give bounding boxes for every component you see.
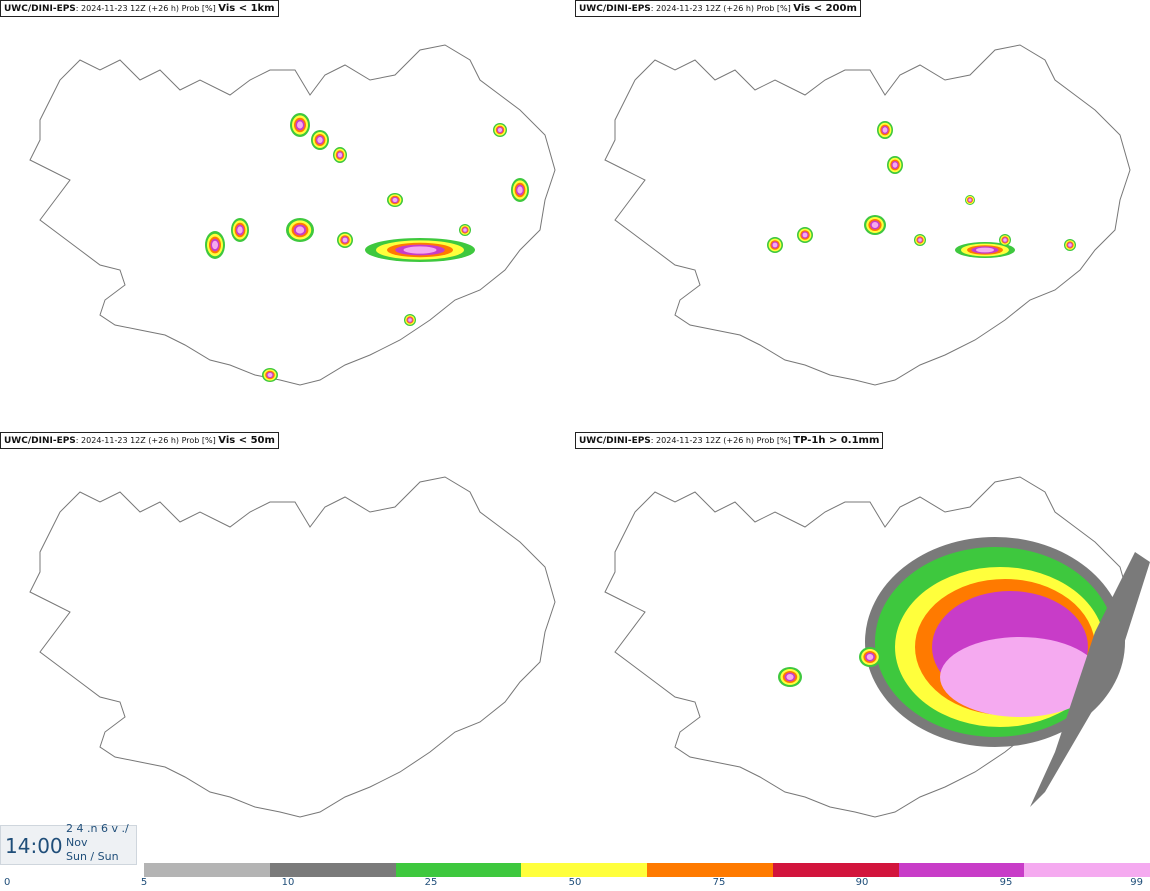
valid-date-line1: 2 4 .n 6 v ./ xyxy=(66,822,129,835)
precip-area xyxy=(865,537,1125,747)
iceland-map xyxy=(604,476,1150,818)
panel-title: UWC/DINI-EPS: 2024-11-23 12Z (+26 h) Pro… xyxy=(0,0,279,17)
colorbar-segment xyxy=(1024,863,1150,877)
valid-time-box: 14:00 2 4 .n 6 v ./ Nov Sun / Sun xyxy=(0,822,137,865)
probability-area xyxy=(333,147,347,163)
probability-area xyxy=(290,113,310,137)
probability-area xyxy=(231,218,249,242)
panel-source: UWC/DINI-EPS xyxy=(579,4,651,14)
colorbar-segment xyxy=(898,863,1025,877)
colorbar-segment xyxy=(395,863,522,877)
probability-area xyxy=(914,234,926,246)
panel-title: UWC/DINI-EPS: 2024-11-23 12Z (+26 h) Pro… xyxy=(575,432,884,449)
panel-meta: 2024-11-23 12Z (+26 h) Prob [%] xyxy=(656,436,791,445)
probability-area xyxy=(205,231,225,259)
colorbar-segment xyxy=(772,863,899,877)
colorbar-segment xyxy=(521,863,647,877)
valid-time: 14:00 xyxy=(5,834,63,858)
panel-source: UWC/DINI-EPS xyxy=(4,4,76,14)
probability-area xyxy=(311,130,329,150)
map-panel-vis-50m: UWC/DINI-EPS: 2024-11-23 12Z (+26 h) Pro… xyxy=(0,432,575,862)
panel-variable: Vis < 200m xyxy=(793,3,857,14)
coastline xyxy=(29,476,556,818)
map-panel-precip: UWC/DINI-EPS: 2024-11-23 12Z (+26 h) Pro… xyxy=(575,432,1150,862)
colorbar-segment xyxy=(269,863,396,877)
valid-date-day: Sun / Sun xyxy=(66,850,119,863)
iceland-map xyxy=(604,44,1131,386)
panel-variable: TP-1h > 0.1mm xyxy=(793,435,880,446)
map-panel-vis-200m: UWC/DINI-EPS: 2024-11-23 12Z (+26 h) Pro… xyxy=(575,0,1150,430)
colorbar-tick-label: 0 xyxy=(4,877,11,888)
probability-area xyxy=(387,193,403,207)
probability-area xyxy=(286,218,314,242)
colorbar xyxy=(144,863,1150,877)
panel-source: UWC/DINI-EPS xyxy=(4,436,76,446)
probability-area xyxy=(404,314,416,326)
colorbar-segment xyxy=(144,863,270,877)
probability-area xyxy=(778,667,802,687)
colorbar-tick-label: 25 xyxy=(424,877,438,888)
iceland-map xyxy=(29,44,556,386)
panel-variable: Vis < 1km xyxy=(218,3,275,14)
panel-title: UWC/DINI-EPS: 2024-11-23 12Z (+26 h) Pro… xyxy=(0,432,279,449)
colorbar-tick-label: 10 xyxy=(281,877,295,888)
panel-title: UWC/DINI-EPS: 2024-11-23 12Z (+26 h) Pro… xyxy=(575,0,861,17)
colorbar-tick-label: 75 xyxy=(712,877,726,888)
probability-area xyxy=(877,121,893,139)
colorbar-tick-label: 50 xyxy=(568,877,582,888)
panel-source: UWC/DINI-EPS xyxy=(579,436,651,446)
colorbar-tick-label: 5 xyxy=(140,877,148,888)
probability-area xyxy=(999,234,1011,246)
probability-area xyxy=(965,195,975,205)
probability-area xyxy=(493,123,507,137)
probability-area xyxy=(262,368,278,382)
probability-area xyxy=(459,224,471,236)
panel-variable: Vis < 50m xyxy=(218,435,275,446)
coastline xyxy=(29,44,556,386)
panel-meta: 2024-11-23 12Z (+26 h) Prob [%] xyxy=(81,4,216,13)
coastline xyxy=(604,44,1131,386)
panel-meta: 2024-11-23 12Z (+26 h) Prob [%] xyxy=(656,4,791,13)
probability-area xyxy=(797,227,813,243)
map-panel-vis-1km: UWC/DINI-EPS: 2024-11-23 12Z (+26 h) Pro… xyxy=(0,0,575,430)
colorbar-segment xyxy=(647,863,773,877)
colorbar-ticks: 0 5 10 25 50 75 90 95 99 xyxy=(0,877,1150,891)
probability-area xyxy=(955,242,1015,258)
probability-area xyxy=(887,156,903,174)
probability-area xyxy=(1064,239,1076,251)
iceland-map xyxy=(29,476,556,818)
precip-band xyxy=(1030,552,1150,807)
probability-area xyxy=(859,647,881,667)
valid-date: 2 4 .n 6 v ./ Nov Sun / Sun xyxy=(66,822,129,864)
probability-area xyxy=(767,237,783,253)
probability-area xyxy=(365,238,475,262)
valid-date-month: Nov xyxy=(66,836,88,849)
probability-area xyxy=(511,178,529,202)
colorbar-tick-label: 99 xyxy=(1130,877,1143,888)
probability-area xyxy=(337,232,353,248)
colorbar-tick-label: 90 xyxy=(855,877,869,888)
colorbar-tick-label: 95 xyxy=(999,877,1013,888)
panel-meta: 2024-11-23 12Z (+26 h) Prob [%] xyxy=(81,436,216,445)
probability-area xyxy=(864,215,886,235)
